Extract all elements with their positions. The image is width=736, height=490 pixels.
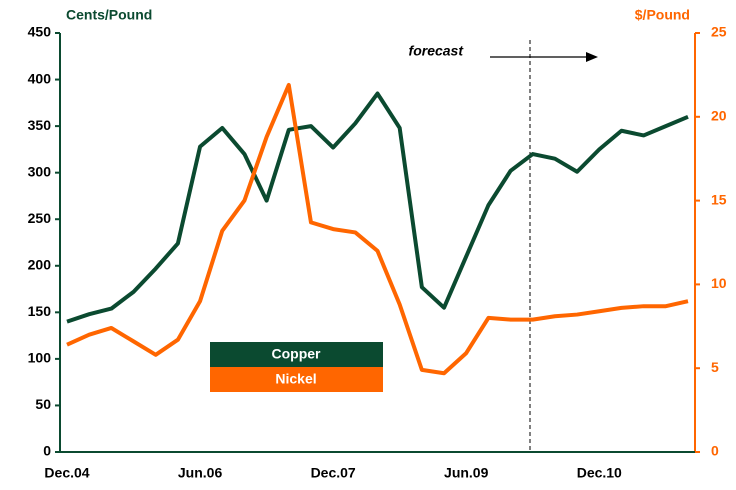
y-tick-label: 350 [28,117,52,133]
line-nickel [66,82,689,376]
x-tick-label: Jun.09 [444,465,489,481]
y2-tick-label: 25 [711,24,727,40]
y-tick-label: 400 [28,70,52,86]
x-tick-label: Dec.10 [577,465,622,481]
y-axis-title: Cents/Pound [66,7,152,23]
arrow-head [586,52,598,62]
x-tick-label: Dec.07 [311,465,356,481]
legend-swatch [210,342,383,367]
y-tick-label: 100 [28,350,52,366]
y-tick-label: 300 [28,163,52,179]
x-tick-label: Jun.06 [178,465,223,481]
y2-tick-label: 15 [711,191,727,207]
y2-tick-label: 20 [711,108,727,124]
annotation: forecast [409,43,465,59]
y-tick-label: 150 [28,303,52,319]
y-tick-label: 0 [43,443,51,459]
y2-tick-label: 10 [711,275,727,291]
y2-tick-label: 5 [711,359,719,375]
y-tick-label: 450 [28,24,52,40]
y2-tick-label: 0 [711,443,719,459]
y-tick-label: 50 [35,396,51,412]
x-tick-label: Dec.04 [44,465,89,481]
y2-axis-title: $/Pound [635,7,690,23]
legend-label: Nickel [275,371,316,387]
legend-swatch [210,367,383,392]
y-tick-label: 250 [28,210,52,226]
line-copper [66,91,689,324]
legend-label: Copper [272,346,322,362]
y-tick-label: 200 [28,256,52,272]
